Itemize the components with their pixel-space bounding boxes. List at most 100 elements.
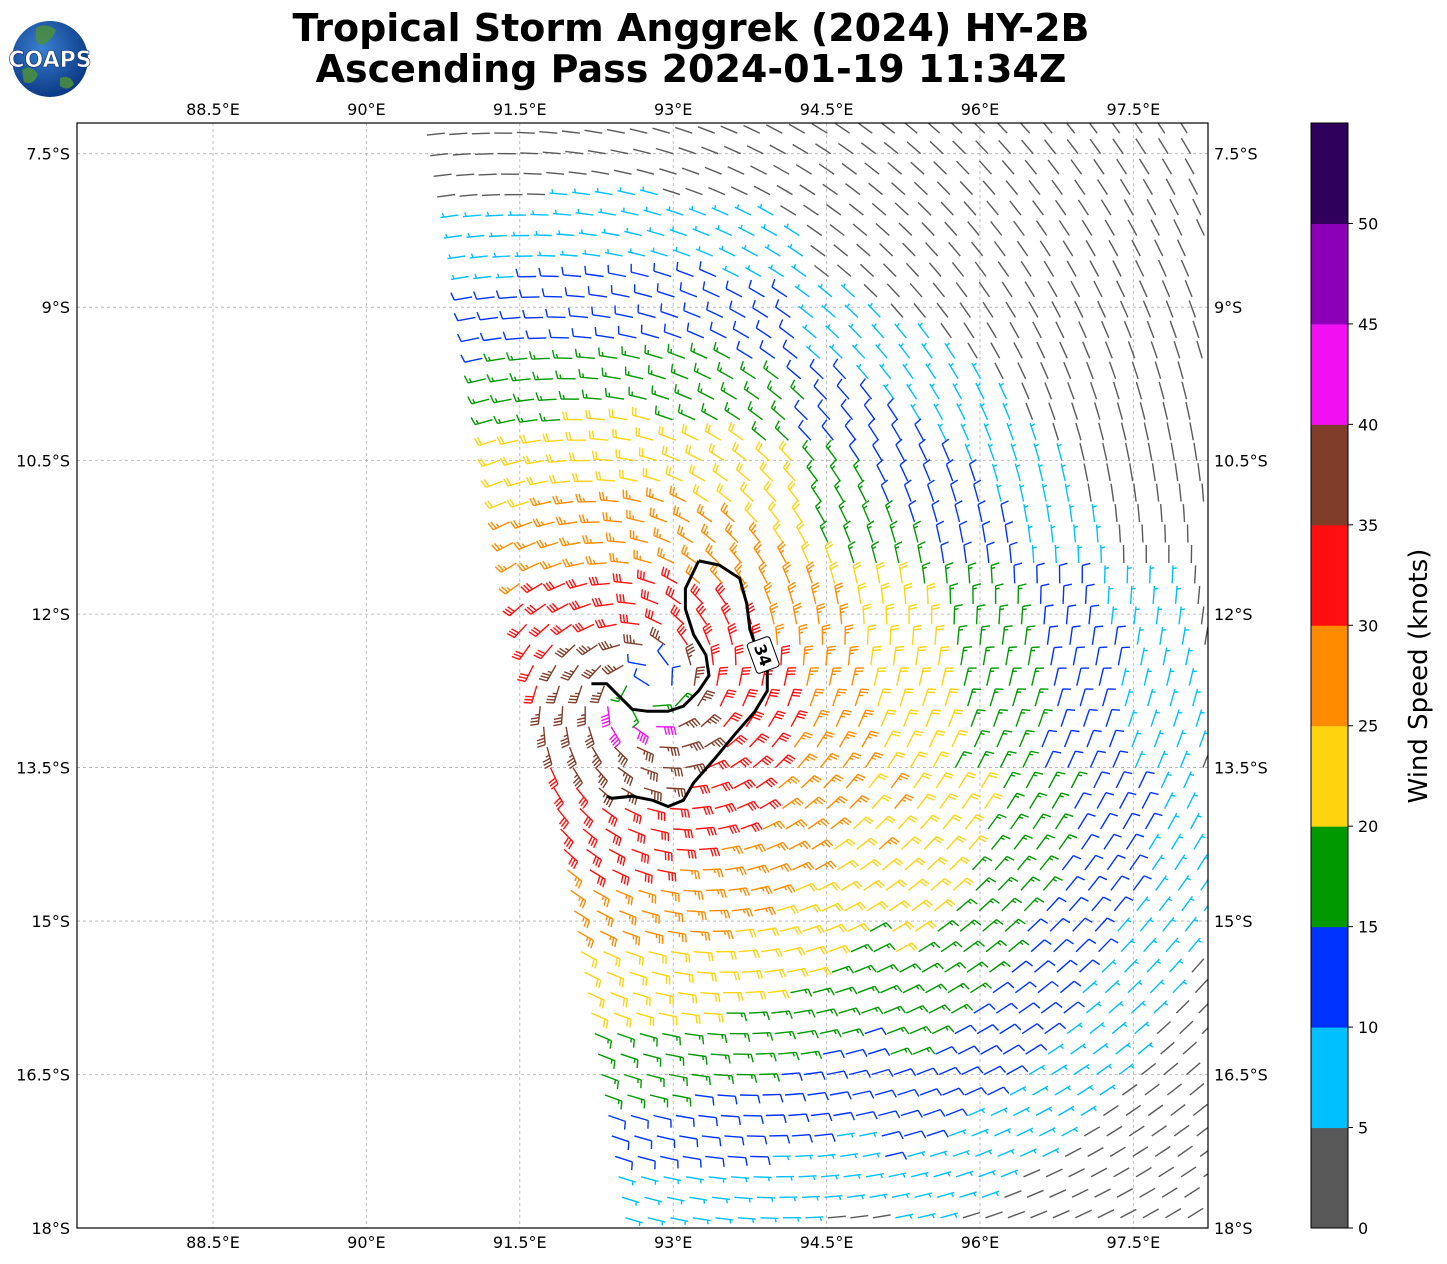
wind-barb xyxy=(757,927,780,937)
wind-barb xyxy=(982,180,996,196)
wind-barb xyxy=(719,971,741,981)
wind-barb xyxy=(1123,199,1134,216)
wind-barb xyxy=(879,363,892,380)
wind-barb xyxy=(561,130,580,134)
y-tick-label-left: 18°S xyxy=(31,1219,70,1238)
wind-barb xyxy=(990,1107,1008,1117)
wind-barb xyxy=(1165,937,1180,953)
wind-barb xyxy=(1192,198,1202,216)
wind-barb xyxy=(589,685,605,704)
wind-barb xyxy=(1093,771,1111,789)
wind-barb xyxy=(875,222,890,237)
wind-barb xyxy=(525,330,547,340)
wind-barb xyxy=(629,128,648,134)
wind-barb xyxy=(942,1087,965,1096)
wind-barb xyxy=(722,992,744,1001)
wind-barb xyxy=(1058,834,1078,850)
wind-barb xyxy=(997,1148,1015,1158)
colorbar-bin xyxy=(1311,123,1348,224)
wind-barb xyxy=(1094,1188,1111,1198)
wind-barb xyxy=(1127,979,1143,994)
wind-barb xyxy=(1161,1187,1178,1198)
wind-barb xyxy=(1133,606,1140,625)
wind-barb xyxy=(629,529,649,544)
wind-barb xyxy=(890,303,904,318)
wind-barb xyxy=(1138,158,1150,175)
wind-barb xyxy=(1089,1021,1106,1035)
wind-barb xyxy=(1009,1085,1027,1096)
wind-barb xyxy=(610,992,628,1008)
wind-barb xyxy=(856,837,878,850)
wind-barb xyxy=(916,1067,939,1076)
wind-barb xyxy=(1039,855,1059,871)
wind-barb xyxy=(1080,833,1100,850)
wind-barb xyxy=(956,898,978,912)
wind-barb xyxy=(732,320,750,339)
wind-barb xyxy=(1086,361,1094,380)
wind-barb xyxy=(1055,199,1067,216)
wind-barb xyxy=(1089,750,1106,768)
wind-barb xyxy=(558,390,580,400)
wind-barb xyxy=(536,726,546,748)
wind-barb xyxy=(990,834,1011,850)
wind-barb xyxy=(1194,565,1197,584)
wind-barb xyxy=(649,626,666,646)
wind-barb xyxy=(1050,646,1063,666)
wind-barb xyxy=(780,645,791,666)
wind-barb xyxy=(882,383,895,400)
wind-barb xyxy=(701,1135,722,1147)
wind-barb xyxy=(1011,960,1034,973)
wind-barb xyxy=(643,1053,662,1067)
wind-barb xyxy=(644,1196,663,1206)
wind-barb xyxy=(584,265,604,278)
wind-barb xyxy=(847,922,870,932)
wind-barb xyxy=(792,861,815,871)
wind-barb xyxy=(997,876,1019,891)
wind-barb xyxy=(1154,1145,1171,1157)
wind-barb xyxy=(982,646,995,666)
wind-barb xyxy=(1177,875,1191,891)
wind-barb xyxy=(739,481,755,503)
wind-barb xyxy=(1064,483,1071,502)
wind-barb xyxy=(868,182,883,196)
wind-barb xyxy=(792,143,809,155)
wind-barb xyxy=(740,822,763,833)
wind-barb xyxy=(1004,520,1014,543)
y-tick-label-right: 16.5°S xyxy=(1214,1066,1268,1085)
wind-barb xyxy=(772,520,784,543)
wind-barb xyxy=(833,838,856,850)
wind-barb xyxy=(814,1133,836,1142)
wind-barb xyxy=(774,1030,797,1040)
wind-barb xyxy=(1027,918,1049,932)
wind-barb xyxy=(1162,916,1176,932)
wind-barb xyxy=(1161,158,1173,175)
wind-barb xyxy=(843,901,867,912)
wind-barb xyxy=(561,266,582,278)
wind-barb xyxy=(674,126,693,134)
wind-barb xyxy=(995,1002,1018,1014)
wind-barb xyxy=(1093,280,1103,298)
wind-barb xyxy=(1040,362,1049,380)
wind-barb xyxy=(994,362,1004,380)
wind-barb xyxy=(974,261,987,277)
wind-barb xyxy=(807,818,830,830)
gridlines xyxy=(77,123,1208,1229)
wind-barb xyxy=(755,440,770,462)
wind-barb xyxy=(1063,361,1072,380)
wind-barb xyxy=(955,282,968,298)
wind-barb xyxy=(816,731,835,748)
wind-barb xyxy=(855,363,869,380)
wind-barb xyxy=(551,349,573,359)
wind-barb xyxy=(832,358,847,380)
wind-barb xyxy=(593,889,610,908)
wind-barb xyxy=(1154,361,1162,380)
wind-barb xyxy=(599,930,618,948)
wind-barb xyxy=(695,246,713,257)
wind-barb xyxy=(1005,180,1019,196)
wind-barb xyxy=(976,1023,1000,1035)
wind-barb xyxy=(782,339,798,359)
wind-barb xyxy=(710,1053,731,1064)
wind-barb xyxy=(575,208,594,216)
wind-barb xyxy=(741,244,759,257)
wind-barb xyxy=(885,879,908,891)
